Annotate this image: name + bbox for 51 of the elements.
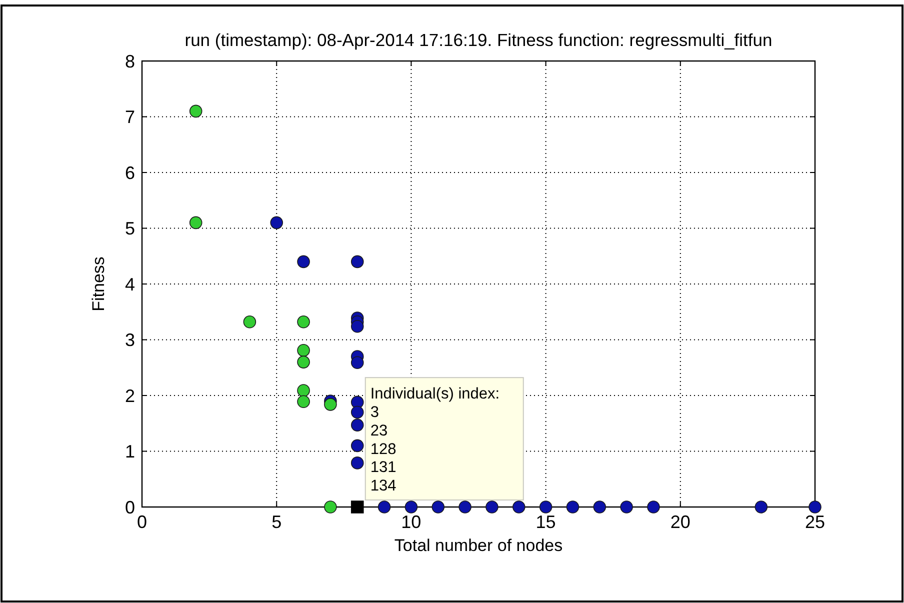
x-tick-label: 25 [804, 512, 826, 532]
x-tick-label: 15 [536, 512, 556, 532]
y-tick-label: 2 [124, 386, 135, 406]
y-tick-label: 4 [124, 274, 135, 294]
point [243, 316, 256, 328]
point [512, 500, 526, 514]
point [350, 456, 364, 470]
point [566, 500, 580, 514]
x-axis-title: Total number of nodes [394, 536, 563, 555]
y-tick-label: 5 [124, 218, 135, 239]
point [620, 500, 633, 514]
point [432, 500, 445, 514]
y-tick-label: 0 [124, 497, 135, 518]
point [539, 500, 552, 514]
y-tick-label: 6 [124, 162, 135, 183]
point [486, 500, 498, 514]
x-tick-label: 5 [272, 512, 282, 532]
point [297, 395, 310, 408]
point [404, 500, 418, 514]
point [378, 500, 391, 514]
point [458, 500, 472, 514]
point [350, 500, 364, 514]
point [647, 500, 660, 514]
point [189, 104, 202, 118]
point [350, 356, 364, 370]
chart-title: run (timestamp): 08-Apr-2014 17:16:19. Fitness function: regressmulti_fitfun [184, 30, 772, 50]
point [754, 500, 768, 514]
x-tick-label: 10 [401, 512, 422, 532]
point [324, 500, 337, 514]
point [189, 216, 202, 230]
x-tick-label: 20 [670, 512, 690, 532]
y-tick-label: 8 [124, 51, 135, 72]
point [350, 320, 364, 333]
point [270, 216, 283, 230]
point [297, 316, 310, 328]
point [297, 384, 310, 397]
point [350, 406, 364, 419]
point [297, 344, 310, 357]
point [593, 500, 606, 514]
y-axis-title: Fitness [89, 256, 108, 312]
point [297, 356, 310, 368]
point [350, 255, 364, 268]
point [350, 418, 364, 432]
y-tick-label: 3 [124, 330, 135, 350]
y-tick-label: 1 [124, 442, 135, 462]
annotation: Individual(s) index: 3 23 128 131 134 [370, 386, 500, 495]
point [324, 398, 337, 411]
y-tick-label: 7 [124, 107, 135, 128]
point [808, 500, 822, 514]
point [350, 439, 364, 452]
point [297, 255, 310, 268]
